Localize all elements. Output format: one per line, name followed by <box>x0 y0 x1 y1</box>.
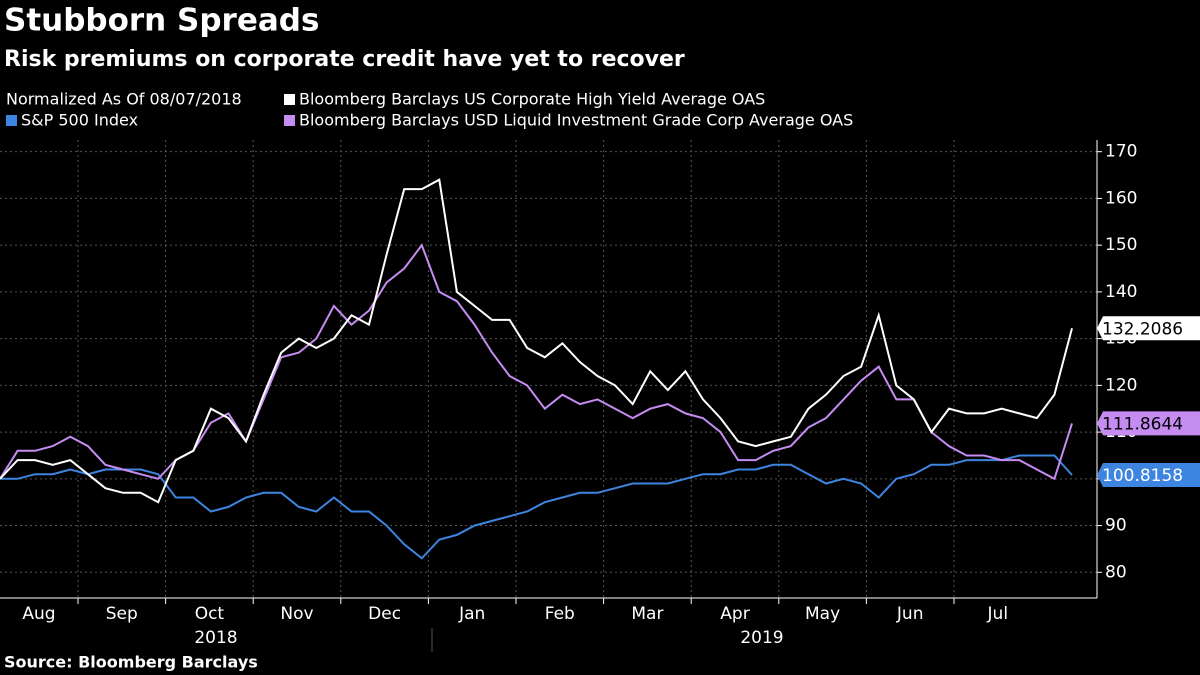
source: Source: Bloomberg Barclays <box>4 653 258 672</box>
last-value-label: 100.8158 <box>1102 466 1183 486</box>
y-tick-label: 120 <box>1105 375 1137 395</box>
year-label: 2018 <box>194 628 237 648</box>
x-tick-label: Oct <box>195 604 225 624</box>
y-tick-label: 90 <box>1105 516 1127 536</box>
series-line <box>0 178 1073 504</box>
x-tick-label: Jul <box>987 604 1009 624</box>
y-tick-label: 160 <box>1105 188 1137 208</box>
x-tick-label: Feb <box>545 604 575 624</box>
last-value-box <box>1097 316 1200 341</box>
chart-subtitle: Risk premiums on corporate credit have y… <box>4 47 685 72</box>
x-tick-label: Mar <box>631 604 663 624</box>
x-tick-label: Jun <box>896 604 924 624</box>
x-tick-label: May <box>805 604 840 624</box>
y-tick-label: 170 <box>1105 142 1137 162</box>
series-line <box>0 454 1073 560</box>
legend-swatch <box>284 94 295 105</box>
legend-label: S&P 500 Index <box>21 111 138 130</box>
legend-label: Bloomberg Barclays US Corporate High Yie… <box>299 90 765 109</box>
x-tick-label: Apr <box>720 604 749 624</box>
last-value-box <box>1097 411 1200 436</box>
x-tick-label: Nov <box>280 604 313 624</box>
legend-swatch <box>284 115 295 126</box>
y-tick-label: 140 <box>1105 282 1137 302</box>
x-tick-label: Sep <box>106 604 138 624</box>
note: Normalized As Of 08/07/2018 <box>6 90 242 109</box>
x-tick-label: Dec <box>368 604 401 624</box>
legend-swatch <box>6 115 17 126</box>
chart-title: Stubborn Spreads <box>4 3 319 39</box>
last-value-label: 132.2086 <box>1102 319 1183 339</box>
x-tick-label: Aug <box>22 604 55 624</box>
y-tick-label: 150 <box>1105 235 1137 255</box>
year-label: 2019 <box>740 628 783 648</box>
last-value-box <box>1097 463 1200 488</box>
last-value-label: 111.8644 <box>1102 414 1183 434</box>
legend-label: Bloomberg Barclays USD Liquid Investment… <box>299 111 853 130</box>
y-tick-label: 80 <box>1105 562 1127 582</box>
x-tick-label: Jan <box>458 604 485 624</box>
